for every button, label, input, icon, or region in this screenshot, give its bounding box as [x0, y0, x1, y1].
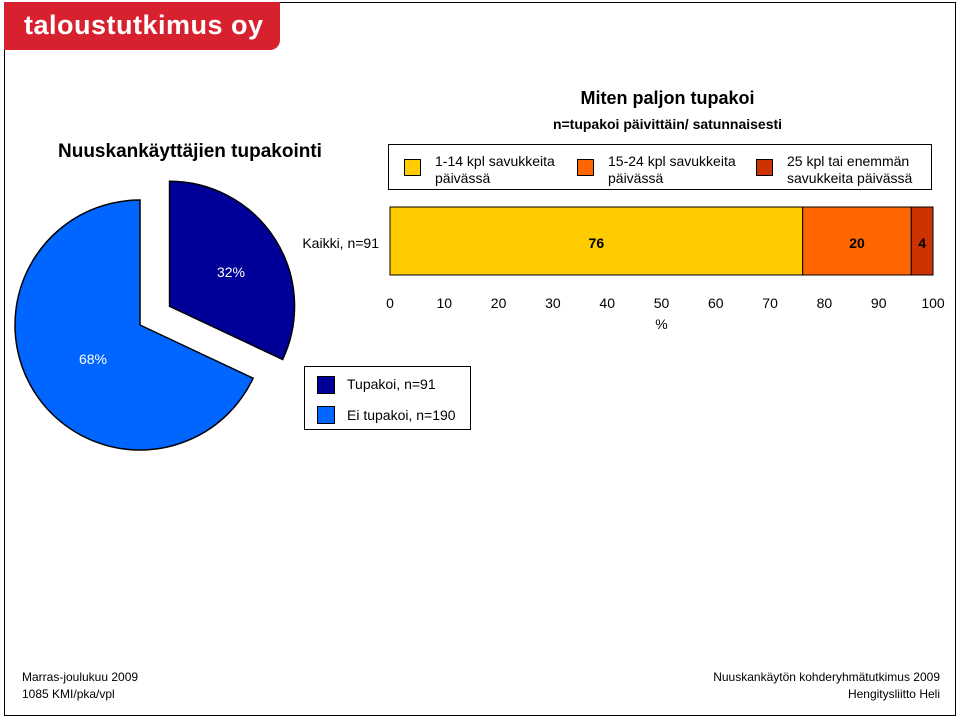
- brand-logo: taloustutkimus oy: [4, 2, 280, 50]
- bar-value-label: 76: [589, 235, 605, 251]
- x-tick-label: 60: [708, 295, 724, 311]
- footer-right: Nuuskankäytön kohderyhmätutkimus 2009 He…: [713, 669, 940, 703]
- x-tick-label: 10: [437, 295, 453, 311]
- legend-label-line: päivässä: [435, 170, 491, 186]
- legend-label-line: päivässä: [608, 170, 664, 186]
- bar-segment: [802, 206, 912, 276]
- bar-category-label: Kaikki, n=91: [302, 235, 379, 251]
- pie-slice-label: 32%: [217, 264, 245, 280]
- x-axis-label: %: [655, 316, 667, 332]
- x-tick-label: 0: [386, 295, 394, 311]
- x-tick-label: 90: [871, 295, 887, 311]
- bar-chart-subtitle: n=tupakoi päivittäin/ satunnaisesti: [552, 116, 783, 132]
- footer-client: Hengitysliitto Heli: [847, 687, 940, 701]
- legend-label-line: 1-14 kpl savukkeita: [435, 153, 555, 169]
- x-tick-label: 40: [599, 295, 615, 311]
- bar-segment: [910, 206, 934, 276]
- bar-value-label: 4: [918, 235, 926, 251]
- legend-label-line: 15-24 kpl savukkeita: [608, 153, 736, 169]
- legend-label-line: savukkeita päivässä: [787, 170, 913, 186]
- pie-chart-legend: Tupakoi, n=91 Ei tupakoi, n=190: [304, 366, 471, 430]
- footer-code: 1085 KMI/pka/vpl: [22, 687, 115, 701]
- pie-slice: [168, 180, 296, 361]
- x-tick-label: 70: [762, 295, 778, 311]
- legend-item-1-14: 1-14 kpl savukkeita päivässä: [435, 153, 555, 187]
- footer-left: Marras-joulukuu 2009 1085 KMI/pka/vpl: [22, 669, 138, 703]
- legend-label-ei-tupakoi: Ei tupakoi, n=190: [347, 407, 456, 423]
- pie-chart-title: Nuuskankäyttäjien tupakointi: [58, 141, 322, 162]
- x-tick-label: 100: [921, 295, 945, 311]
- x-tick-label: 20: [491, 295, 507, 311]
- legend-swatch-15-24: [577, 159, 594, 176]
- legend-swatch-25-plus: [756, 159, 773, 176]
- bar-chart-title: Miten paljon tupakoi: [580, 88, 755, 108]
- x-tick-label: 50: [654, 295, 670, 311]
- x-tick-label: 30: [545, 295, 561, 311]
- legend-label-tupakoi: Tupakoi, n=91: [347, 376, 436, 392]
- legend-swatch-ei-tupakoi: [317, 406, 335, 424]
- legend-item-15-24: 15-24 kpl savukkeita päivässä: [608, 153, 736, 187]
- bar-chart-legend: 1-14 kpl savukkeita päivässä 15-24 kpl s…: [388, 144, 932, 190]
- brand-logo-text: taloustutkimus oy: [24, 10, 264, 40]
- legend-swatch-1-14: [404, 159, 421, 176]
- pie-slice-label: 68%: [79, 351, 107, 367]
- footer-study: Nuuskankäytön kohderyhmätutkimus 2009: [713, 670, 940, 684]
- bar-value-label: 20: [849, 235, 865, 251]
- pie-slice: [14, 199, 255, 451]
- x-tick-label: 80: [817, 295, 833, 311]
- footer-date: Marras-joulukuu 2009: [22, 670, 139, 684]
- legend-swatch-tupakoi: [317, 376, 335, 394]
- legend-label-line: 25 kpl tai enemmän: [787, 153, 910, 169]
- legend-item-25-plus: 25 kpl tai enemmän savukkeita päivässä: [787, 153, 912, 187]
- bar-chart-heading: Miten paljon tupakoi n=tupakoi päivittäi…: [515, 0, 820, 140]
